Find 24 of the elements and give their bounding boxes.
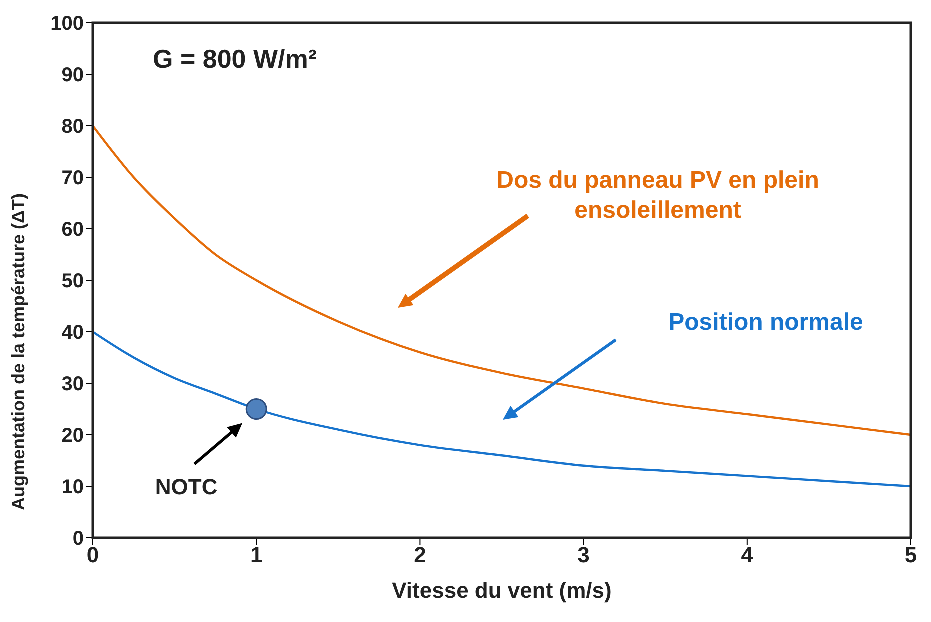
x-tick-label: 5 — [904, 542, 918, 568]
y-tick-label: 10 — [62, 476, 84, 499]
x-tick-label: 0 — [86, 542, 100, 568]
x-tick-label: 3 — [578, 542, 590, 568]
y-tick-label: 60 — [62, 219, 84, 242]
line-series — [93, 124, 911, 436]
y-tick-label: 90 — [62, 64, 84, 87]
y-tick-label: 50 — [62, 270, 84, 293]
y-tick-label: 80 — [62, 116, 84, 138]
y-tick-label: 40 — [62, 322, 84, 344]
x-axis-title: Vitesse du vent (m/s) — [392, 578, 612, 603]
annotation: G = 800 W/m² — [153, 44, 318, 74]
text: Position normale — [668, 309, 864, 336]
text: Dos du panneau PV en plein ensoleillement — [496, 167, 820, 224]
y-tick-label: 20 — [62, 425, 84, 448]
x-tick-label: 4 — [741, 542, 754, 568]
y-tick-label: 0 — [72, 528, 84, 550]
y-tick-label: 70 — [62, 168, 84, 190]
x-tick-label: 2 — [414, 542, 426, 568]
y-tick-label: 30 — [62, 374, 84, 396]
y-axis-title: Augmentation de la température (ΔT) — [8, 194, 28, 510]
x-tick-label: 1 — [250, 542, 263, 568]
y-tick-label: 100 — [50, 13, 84, 36]
annotation: NOTC — [155, 474, 218, 500]
